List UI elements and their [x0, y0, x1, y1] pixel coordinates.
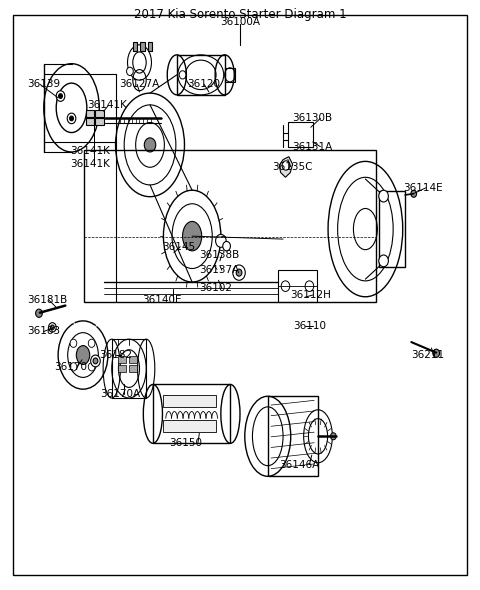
- Bar: [163, 420, 216, 431]
- Text: 36141K: 36141K: [87, 100, 127, 110]
- Circle shape: [88, 363, 95, 371]
- Circle shape: [93, 358, 98, 364]
- Bar: [129, 365, 137, 372]
- Bar: [177, 55, 225, 95]
- Text: 36211: 36211: [411, 350, 444, 360]
- Bar: [268, 396, 318, 476]
- Text: 36114E: 36114E: [403, 183, 443, 193]
- Text: 36110: 36110: [294, 320, 326, 330]
- Bar: [96, 110, 104, 117]
- Bar: [379, 191, 405, 267]
- Bar: [118, 356, 126, 363]
- Circle shape: [70, 116, 73, 121]
- Circle shape: [411, 190, 417, 197]
- Text: 36139: 36139: [27, 79, 60, 89]
- Circle shape: [36, 309, 42, 317]
- Circle shape: [433, 349, 440, 358]
- Text: 36141K: 36141K: [70, 146, 110, 156]
- Polygon shape: [279, 157, 293, 177]
- Text: 36131A: 36131A: [293, 142, 333, 152]
- Bar: [278, 270, 317, 302]
- Circle shape: [330, 432, 336, 440]
- Text: 36181B: 36181B: [27, 295, 67, 304]
- Circle shape: [223, 241, 230, 251]
- Bar: [225, 68, 235, 82]
- Circle shape: [127, 67, 133, 76]
- Bar: [141, 42, 145, 51]
- Circle shape: [88, 339, 95, 348]
- Circle shape: [67, 113, 76, 124]
- Text: 36170A: 36170A: [100, 389, 140, 399]
- Circle shape: [91, 355, 100, 367]
- Text: 36138B: 36138B: [199, 250, 240, 260]
- Text: 36182: 36182: [99, 350, 132, 360]
- Text: 36145: 36145: [162, 242, 195, 252]
- Circle shape: [48, 323, 56, 332]
- Bar: [96, 119, 104, 126]
- Circle shape: [144, 138, 156, 152]
- Bar: [84, 150, 376, 302]
- Text: 36127A: 36127A: [120, 79, 160, 89]
- Text: 36183: 36183: [27, 326, 60, 336]
- Ellipse shape: [76, 346, 90, 365]
- Ellipse shape: [182, 221, 202, 251]
- Bar: [118, 365, 126, 372]
- Bar: [86, 110, 94, 117]
- Circle shape: [70, 339, 77, 348]
- Text: 2017 Kia Sorento Starter Diagram 1: 2017 Kia Sorento Starter Diagram 1: [134, 8, 346, 21]
- Text: 36137A: 36137A: [199, 266, 240, 276]
- Text: 36170: 36170: [54, 362, 87, 372]
- Text: 36140E: 36140E: [142, 295, 181, 304]
- Text: 36135C: 36135C: [273, 162, 313, 172]
- Ellipse shape: [379, 190, 388, 202]
- Circle shape: [59, 94, 62, 99]
- Text: 36102: 36102: [199, 283, 232, 293]
- Bar: [148, 42, 153, 51]
- Bar: [153, 385, 230, 443]
- Text: 36146A: 36146A: [279, 460, 320, 470]
- Circle shape: [70, 363, 77, 371]
- Bar: [112, 339, 146, 398]
- Bar: [86, 119, 94, 126]
- Circle shape: [56, 91, 65, 101]
- Bar: [133, 42, 137, 51]
- Circle shape: [236, 269, 242, 276]
- Circle shape: [281, 281, 290, 291]
- Bar: [163, 395, 216, 407]
- Bar: [129, 356, 137, 363]
- Circle shape: [305, 281, 314, 291]
- Circle shape: [216, 234, 226, 247]
- Text: 36112H: 36112H: [290, 290, 331, 300]
- Circle shape: [50, 325, 54, 330]
- Ellipse shape: [379, 255, 388, 267]
- Text: 36130B: 36130B: [293, 113, 333, 123]
- Circle shape: [282, 161, 290, 170]
- Text: 36100A: 36100A: [220, 17, 260, 27]
- Bar: [288, 122, 313, 147]
- Circle shape: [233, 265, 245, 280]
- Text: 36141K: 36141K: [70, 159, 110, 169]
- Text: 36150: 36150: [169, 438, 202, 448]
- Text: 36120: 36120: [187, 79, 220, 89]
- Circle shape: [179, 71, 186, 79]
